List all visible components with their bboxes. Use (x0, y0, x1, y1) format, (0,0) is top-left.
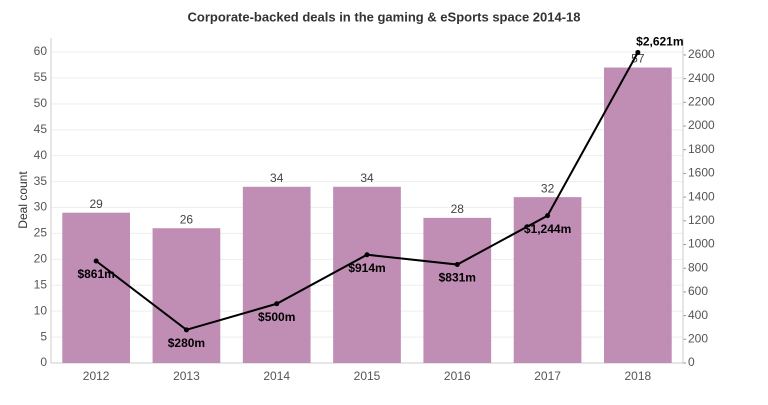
bar-value-label: 57 (631, 52, 645, 66)
x-tick-label: 2015 (354, 369, 381, 383)
y2-tick-label: 1400 (688, 189, 715, 203)
y2-tick-label: 400 (688, 308, 708, 322)
y-tick-label: 40 (34, 148, 48, 162)
line-point (545, 213, 551, 219)
y2-tick-label: 2600 (688, 47, 715, 61)
line-point (274, 301, 280, 307)
y-tick-label: 25 (34, 226, 48, 240)
bar (152, 228, 221, 363)
bar-value-label: 34 (360, 171, 374, 185)
line-point (183, 327, 189, 333)
line-point (635, 49, 641, 55)
x-tick-label: 2014 (263, 369, 290, 383)
line-value-label: $1,244m (524, 222, 571, 236)
bar-value-label: 26 (180, 212, 194, 226)
y2-tick-label: 2400 (688, 71, 715, 85)
bar (423, 217, 492, 363)
y-tick-label: 60 (34, 44, 48, 58)
y-tick-label: 55 (34, 70, 48, 84)
line-value-label: $831m (439, 271, 476, 285)
y-tick-label: 10 (34, 303, 48, 317)
bar (513, 197, 582, 363)
y-axis-label: Deal count (16, 171, 30, 229)
y2-tick-label: 200 (688, 331, 708, 345)
x-tick-label: 2018 (625, 369, 652, 383)
y-tick-label: 35 (34, 174, 48, 188)
y2-tick-label: 1000 (688, 237, 715, 251)
bar (242, 186, 311, 363)
bar-value-label: 32 (541, 181, 555, 195)
line-value-label: $861m (77, 267, 114, 281)
y2-tick-label: 1800 (688, 142, 715, 156)
bar (604, 67, 672, 363)
y2-tick-label: 2000 (688, 118, 715, 132)
line-value-label: $2,621m (636, 35, 683, 49)
line-value-label: $280m (168, 336, 205, 350)
line-point (93, 258, 99, 264)
y2-tick-label: 1200 (688, 213, 715, 227)
y2-tick-label: 2200 (688, 95, 715, 109)
bar (62, 212, 130, 363)
line-point (454, 262, 460, 268)
y-tick-label: 0 (40, 355, 47, 369)
bar (333, 186, 401, 363)
y2-tick-label: 1600 (688, 166, 715, 180)
y-tick-label: 30 (34, 200, 48, 214)
bar-value-label: 34 (270, 171, 284, 185)
x-tick-label: 2016 (444, 369, 471, 383)
y-tick-label: 50 (34, 96, 48, 110)
bar-value-label: 29 (89, 197, 103, 211)
y-tick-label: 5 (40, 329, 47, 343)
y2-tick-label: 0 (688, 355, 695, 369)
line-value-label: $500m (258, 310, 295, 324)
y2-tick-label: 600 (688, 284, 708, 298)
y2-tick-label: 800 (688, 260, 708, 274)
x-tick-label: 2012 (83, 369, 110, 383)
chart-title: Corporate-backed deals in the gaming & e… (187, 9, 580, 24)
line-point (364, 252, 370, 258)
y-tick-label: 45 (34, 122, 48, 136)
y-tick-label: 15 (34, 277, 48, 291)
x-tick-label: 2017 (534, 369, 561, 383)
line-value-label: $914m (348, 261, 385, 275)
bar-value-label: 28 (451, 202, 465, 216)
x-tick-label: 2013 (173, 369, 200, 383)
y-tick-label: 20 (34, 252, 48, 266)
